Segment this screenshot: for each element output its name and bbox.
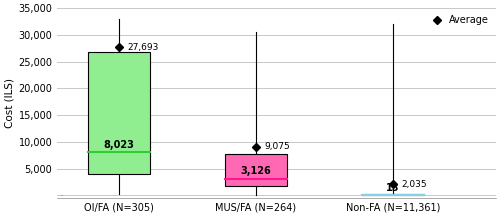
Text: ·: · [60, 190, 64, 203]
Bar [88, 52, 150, 174]
Y-axis label: Cost (ILS): Cost (ILS) [4, 78, 14, 128]
Text: 27,693: 27,693 [127, 43, 158, 52]
Text: 8,023: 8,023 [104, 140, 134, 150]
Legend: Average: Average [425, 13, 491, 27]
Bar [225, 154, 287, 186]
Text: 3,126: 3,126 [240, 166, 272, 176]
Text: 13: 13 [386, 183, 400, 193]
Text: 2,035: 2,035 [402, 180, 427, 189]
Bar [362, 194, 424, 195]
Text: 9,075: 9,075 [264, 142, 290, 151]
